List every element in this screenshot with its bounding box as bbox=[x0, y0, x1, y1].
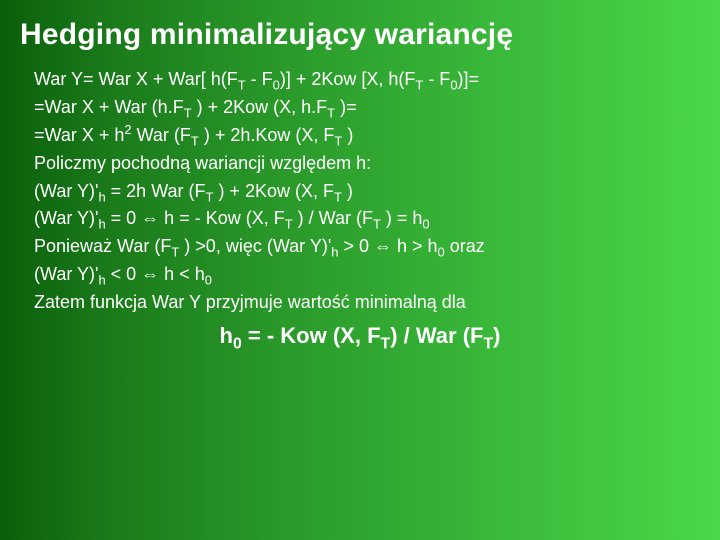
equation-line: (War Y)'h < 0 ⇔ h < h0 bbox=[34, 261, 700, 289]
equation-line: (War Y)'h = 2h War (FT ) + 2Kow (X, FT ) bbox=[34, 178, 700, 206]
text-line: Zatem funkcja War Y przyjmuje wartość mi… bbox=[34, 289, 700, 317]
text-line: Policzmy pochodną wariancji względem h: bbox=[34, 150, 700, 178]
slide-title: Hedging minimalizujący wariancję bbox=[20, 18, 700, 52]
equation-line: War Y= War X + War[ h(FT - F0)] + 2Kow [… bbox=[34, 66, 700, 94]
equation-line: (War Y)'h = 0 ⇔ h = - Kow (X, FT ) / War… bbox=[34, 205, 700, 233]
equation-line: =War X + h2 War (FT ) + 2h.Kow (X, FT ) bbox=[34, 122, 700, 150]
body-lines: War Y= War X + War[ h(FT - F0)] + 2Kow [… bbox=[20, 66, 700, 317]
text-line: Ponieważ War (FT ) >0, więc (War Y)'h > … bbox=[34, 233, 700, 261]
equation-line: =War X + War (h.FT ) + 2Kow (X, h.FT )= bbox=[34, 94, 700, 122]
final-formula: h0 = - Kow (X, FT) / War (FT) bbox=[20, 323, 700, 349]
